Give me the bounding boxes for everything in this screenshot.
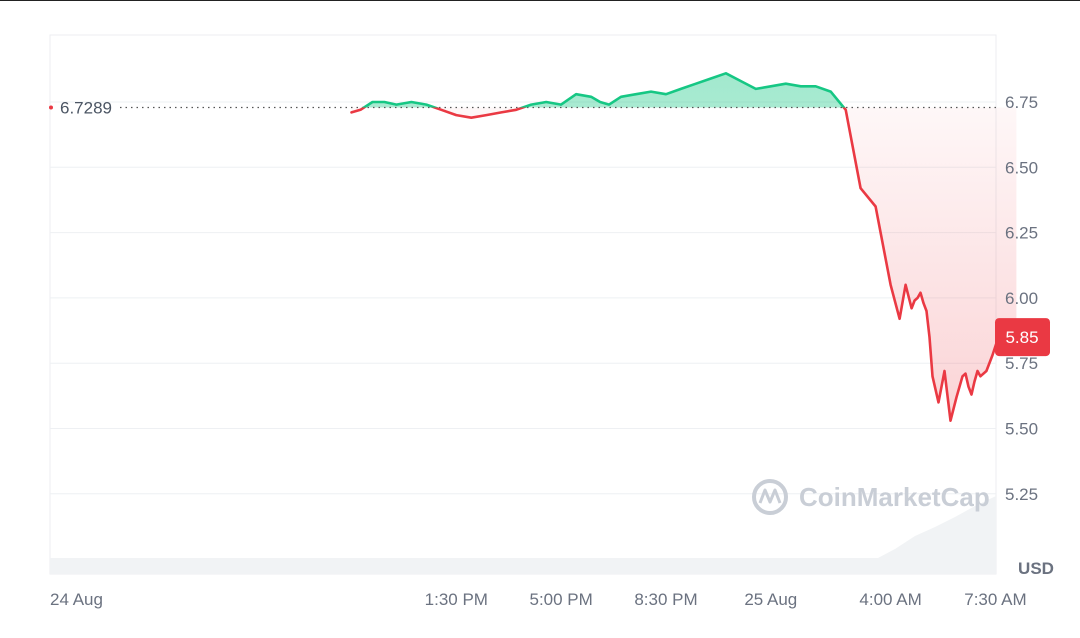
area-above-reference [351, 73, 1017, 108]
reference-price-dot [49, 105, 53, 110]
x-tick-label: 4:00 AM [859, 590, 921, 609]
volume-band [50, 496, 996, 574]
x-tick-label: 1:30 PM [425, 590, 488, 609]
y-tick-label: 5.25 [1005, 485, 1038, 504]
watermark-text: CoinMarketCap [799, 482, 990, 512]
y-tick-label: 6.00 [1005, 289, 1038, 308]
coinmarketcap-logo-icon [752, 479, 788, 515]
coinmarketcap-logo-wave [758, 488, 782, 504]
reference-price-label: 6.7289 [60, 99, 112, 118]
y-tick-label: 5.75 [1005, 354, 1038, 373]
x-tick-label: 24 Aug [50, 590, 103, 609]
x-tick-label: 7:30 AM [964, 590, 1026, 609]
currency-unit-label: USD [1018, 559, 1054, 578]
price-line-down [350, 107, 1018, 422]
x-tick-label: 8:30 PM [634, 590, 697, 609]
volume-area [50, 496, 996, 574]
coinmarketcap-watermark: CoinMarketCap [752, 479, 990, 515]
y-axis: 6.75 6.50 6.25 6.00 5.75 5.50 5.25 [1005, 93, 1038, 504]
x-tick-label: 25 Aug [744, 590, 797, 609]
y-tick-label: 6.25 [1005, 224, 1038, 243]
area-below-reference [351, 107, 1017, 421]
price-line-up [361, 72, 846, 108]
top-border [0, 0, 1080, 1]
y-tick-label: 6.75 [1005, 93, 1038, 112]
x-axis: 24 Aug 1:30 PM 5:00 PM 8:30 PM 25 Aug 4:00 AM… [50, 590, 1027, 609]
area-fills [351, 73, 1017, 421]
price-line [350, 72, 1018, 422]
current-price-label: 5.85 [1005, 328, 1038, 347]
x-tick-label: 5:00 PM [529, 590, 592, 609]
current-price-badge [995, 318, 1050, 357]
y-tick-label: 6.50 [1005, 158, 1038, 177]
y-tick-label: 5.50 [1005, 420, 1038, 439]
